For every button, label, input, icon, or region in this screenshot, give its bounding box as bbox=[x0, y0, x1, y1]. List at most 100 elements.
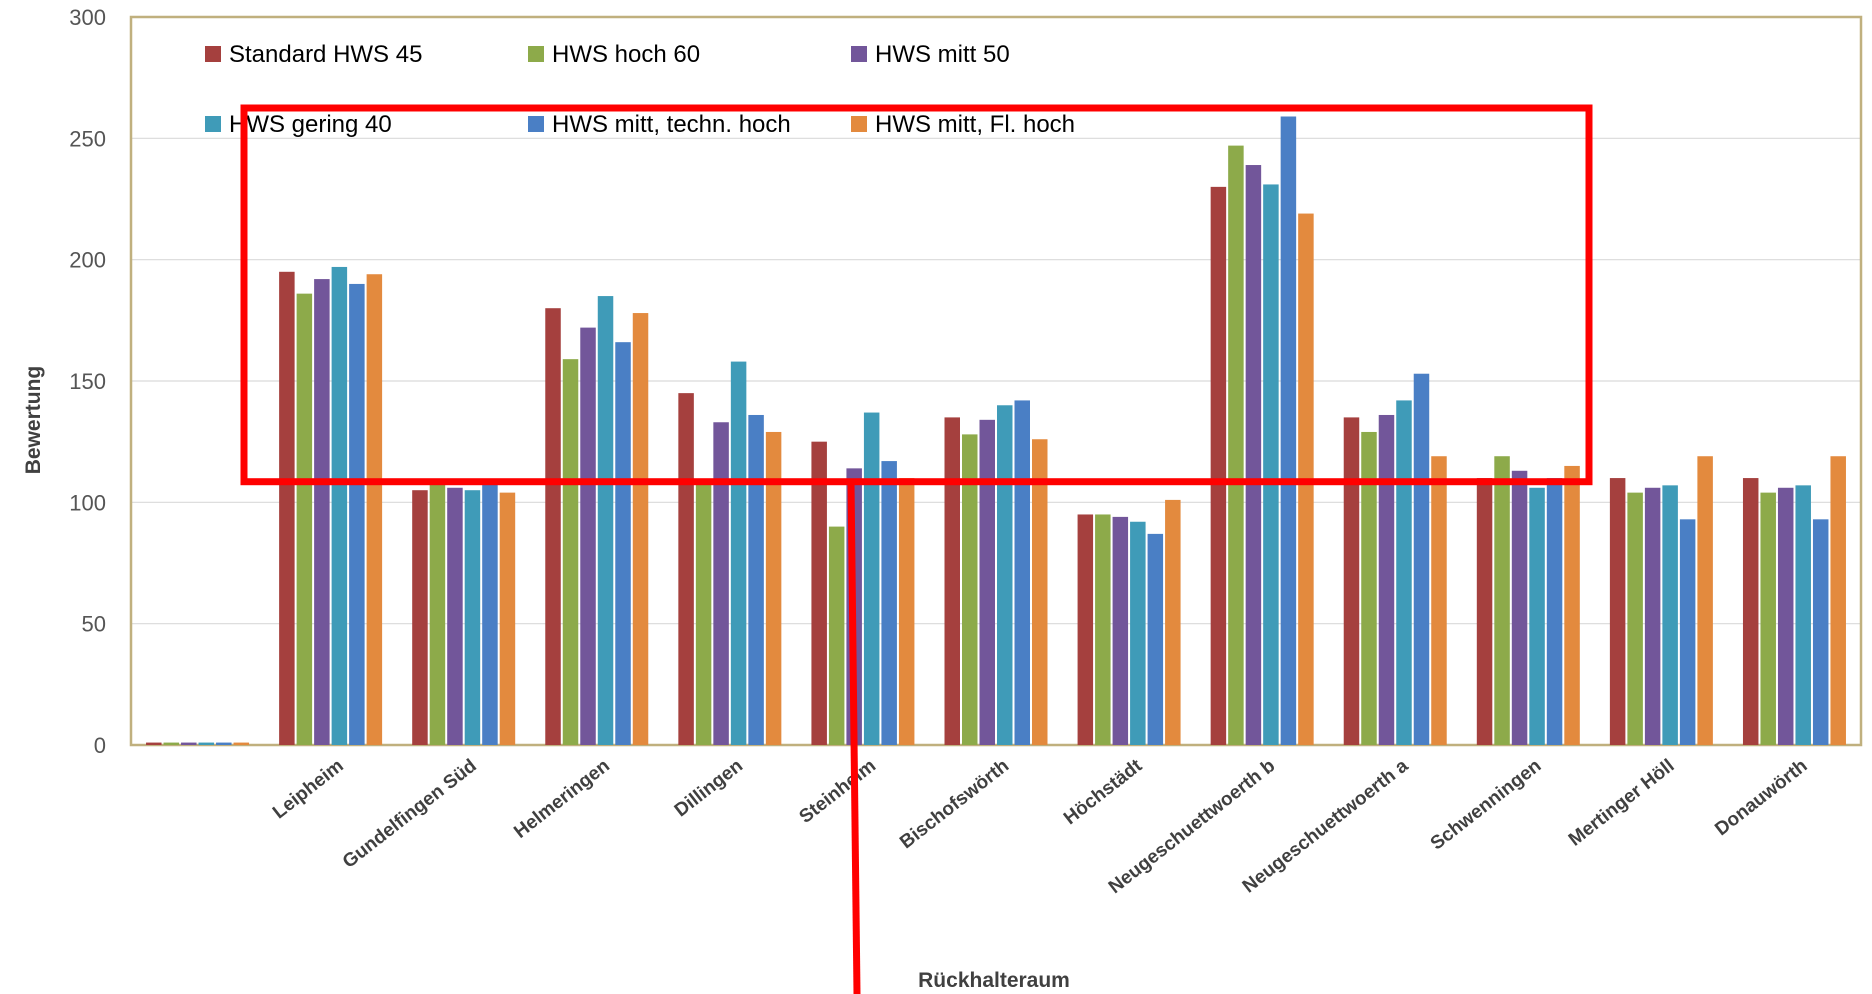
bar bbox=[1431, 456, 1447, 745]
bar bbox=[1830, 456, 1846, 745]
bar bbox=[1564, 465, 1580, 745]
bar bbox=[1032, 439, 1048, 745]
gridlines bbox=[131, 137, 1861, 625]
bar bbox=[765, 431, 782, 745]
bar bbox=[1095, 514, 1111, 745]
plot-frame bbox=[129, 15, 1863, 747]
annotation-line bbox=[847, 481, 861, 994]
bar bbox=[632, 313, 649, 745]
bar bbox=[1361, 431, 1377, 745]
bar bbox=[615, 342, 631, 745]
bar bbox=[349, 283, 365, 745]
bar bbox=[863, 412, 880, 745]
bar bbox=[366, 274, 383, 745]
bar bbox=[979, 419, 995, 745]
y-tick-label: 100 bbox=[69, 490, 106, 515]
bar bbox=[1147, 533, 1164, 745]
red-annotation bbox=[240, 104, 1593, 994]
legend-label: HWS mitt, techn. hoch bbox=[552, 111, 791, 138]
y-tick-label: 50 bbox=[82, 612, 106, 637]
bar bbox=[997, 405, 1013, 745]
bar bbox=[1609, 478, 1626, 745]
y-tick-label: 300 bbox=[69, 5, 106, 30]
bar bbox=[163, 742, 180, 745]
bar bbox=[412, 490, 428, 745]
x-tick-label: Donauwörth bbox=[1711, 755, 1811, 840]
bar bbox=[198, 742, 215, 745]
bar bbox=[1760, 492, 1776, 745]
y-tick-label: 200 bbox=[69, 248, 106, 273]
bar bbox=[1777, 487, 1794, 745]
bar bbox=[1511, 470, 1528, 745]
legend-swatch bbox=[851, 46, 867, 62]
bar bbox=[811, 441, 827, 745]
bar bbox=[828, 526, 845, 745]
bar bbox=[181, 742, 197, 745]
bar bbox=[1494, 456, 1510, 745]
y-tick-label: 0 bbox=[94, 733, 106, 758]
bar bbox=[314, 279, 330, 745]
x-tick-label: Helmeringen bbox=[510, 755, 614, 842]
bar bbox=[279, 271, 295, 745]
y-axis-ticks: 0 50 100 150 200 250 300 bbox=[69, 5, 106, 758]
x-tick-label: Steinheim bbox=[796, 755, 880, 827]
x-tick-label: Mertinger Höll bbox=[1565, 755, 1679, 850]
legend-swatch bbox=[528, 116, 544, 132]
bar bbox=[1662, 485, 1678, 745]
bar bbox=[499, 492, 516, 745]
bar bbox=[597, 296, 614, 745]
bar bbox=[447, 487, 463, 745]
bar bbox=[730, 361, 747, 745]
bar bbox=[1546, 478, 1563, 745]
bar bbox=[695, 482, 712, 745]
bar bbox=[1077, 514, 1094, 745]
annotation-box bbox=[240, 104, 1593, 486]
bar bbox=[1812, 519, 1829, 745]
legend-swatch bbox=[851, 116, 867, 132]
bar bbox=[545, 308, 561, 745]
y-tick-label: 250 bbox=[69, 126, 106, 151]
bar bbox=[1263, 184, 1279, 745]
bar bbox=[1697, 456, 1713, 745]
bar bbox=[1795, 485, 1811, 745]
bar bbox=[1280, 116, 1297, 745]
legend-label: HWS gering 40 bbox=[229, 111, 392, 138]
bar bbox=[1112, 516, 1129, 745]
x-tick-label: Gundelfingen Süd bbox=[339, 755, 481, 872]
bar bbox=[1165, 499, 1181, 745]
legend-label: HWS mitt 50 bbox=[875, 41, 1010, 68]
x-tick-label: Dillingen bbox=[671, 755, 747, 821]
x-tick-label: Schwenningen bbox=[1427, 755, 1546, 854]
legend-swatch bbox=[528, 46, 544, 62]
bar bbox=[713, 422, 729, 745]
bar bbox=[429, 482, 446, 745]
y-tick-label: 150 bbox=[69, 369, 106, 394]
legend-swatch bbox=[205, 46, 221, 62]
bar bbox=[464, 490, 481, 745]
bar bbox=[1396, 400, 1412, 745]
bar bbox=[580, 327, 596, 745]
x-tick-label: Höchstädt bbox=[1060, 755, 1147, 829]
bar bbox=[562, 359, 579, 745]
legend-label: HWS mitt, Fl. hoch bbox=[875, 111, 1075, 138]
bar bbox=[1476, 478, 1493, 745]
bar bbox=[881, 461, 897, 745]
bar bbox=[1130, 521, 1146, 745]
legend-swatch bbox=[205, 116, 221, 132]
bar bbox=[944, 417, 960, 745]
bar bbox=[1228, 145, 1244, 745]
bar bbox=[331, 266, 348, 745]
bar bbox=[1245, 165, 1262, 745]
bar bbox=[296, 293, 313, 745]
bar bbox=[1644, 487, 1661, 745]
bar bbox=[1210, 186, 1227, 745]
bar bbox=[146, 742, 162, 745]
legend-label: HWS hoch 60 bbox=[552, 41, 700, 68]
bar bbox=[1529, 487, 1545, 745]
bar bbox=[216, 742, 232, 745]
y-axis-title: Bewertung bbox=[22, 366, 45, 475]
bar bbox=[1343, 417, 1360, 745]
x-tick-label: Leipheim bbox=[269, 755, 348, 823]
